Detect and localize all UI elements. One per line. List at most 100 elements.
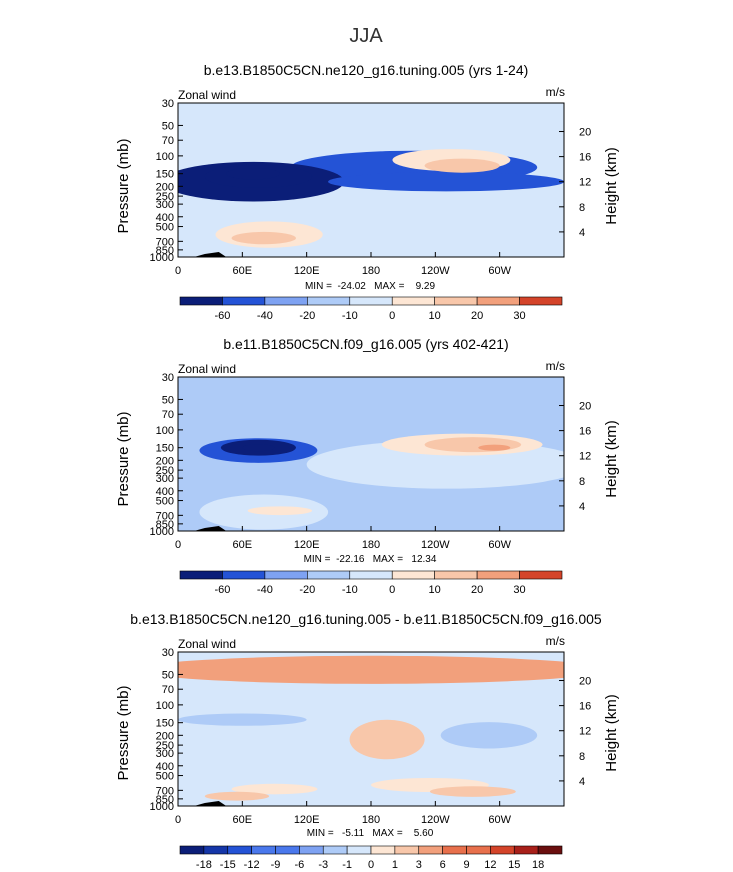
colorbar-label: -10: [342, 584, 358, 596]
colorbar-label: 3: [416, 859, 422, 871]
colorbar-label: -1: [342, 859, 352, 871]
colorbar-box: [513, 845, 539, 855]
colorbar-box: [227, 845, 252, 855]
colorbar-label: -40: [257, 310, 273, 322]
colorbar-label: 20: [471, 584, 483, 596]
height-tick-label: 4: [579, 776, 585, 788]
pressure-tick-label: 1000: [150, 526, 174, 538]
contour-region: [424, 158, 500, 173]
pressure-tick-label: 500: [156, 771, 174, 783]
contour-region: [178, 655, 564, 684]
height-tick-label: 20: [579, 676, 591, 688]
pressure-tick-label: 500: [156, 222, 174, 234]
colorbar-box: [349, 296, 393, 306]
pressure-tick-label: 30: [162, 372, 174, 384]
longitude-tick-label: 60W: [488, 814, 511, 826]
contour-region: [204, 791, 270, 801]
colorbar-label: -20: [299, 310, 315, 322]
colorbar-label: 10: [429, 310, 441, 322]
pressure-tick-label: 400: [156, 761, 174, 773]
height-tick-label: 20: [579, 127, 591, 139]
pressure-tick-label: 700: [156, 785, 174, 797]
contour-region: [440, 722, 538, 749]
colorbar-label: -60: [214, 310, 230, 322]
pressure-tick-label: 850: [156, 794, 174, 806]
colorbar-label: 6: [440, 859, 446, 871]
height-tick-label: 20: [579, 401, 591, 413]
longitude-tick-label: 60W: [488, 539, 511, 551]
colorbar-box: [391, 296, 435, 306]
colorbar-label: -3: [318, 859, 328, 871]
colorbar-box: [537, 845, 563, 855]
colorbar-box: [179, 296, 223, 306]
topography-mask: [194, 526, 227, 531]
pressure-tick-label: 850: [156, 245, 174, 257]
colorbar-box: [519, 296, 563, 306]
colorbar-box: [394, 845, 420, 855]
longitude-tick-label: 120E: [294, 539, 320, 551]
colorbar-label: 20: [471, 310, 483, 322]
topography-mask: [194, 252, 227, 257]
height-axis-label: Height (km): [603, 694, 620, 772]
colorbar-box: [519, 570, 563, 580]
colorbar: -60 -40 -20 -10 0 10 20 30: [179, 296, 563, 322]
longitude-tick-label: 120W: [421, 539, 450, 551]
colorbar: -18 -15 -12 -9 -6 -3 -1 0 1 3 6 9 12 15 18: [179, 845, 563, 871]
longitude-tick-label: 0: [175, 539, 181, 551]
longitude-tick-label: 120E: [294, 265, 320, 277]
colorbar-box: [346, 845, 372, 855]
height-tick-label: 8: [579, 751, 585, 763]
colorbar-label: -10: [342, 310, 358, 322]
pressure-tick-label: 850: [156, 519, 174, 531]
pressure-tick-label: 50: [162, 669, 174, 681]
min-max-stats: MIN = -24.02 MAX = 9.29: [305, 281, 435, 292]
colorbar-label: 0: [368, 859, 374, 871]
longitude-tick-label: 180: [362, 265, 380, 277]
height-axis-label: Height (km): [603, 147, 620, 225]
pressure-tick-label: 50: [162, 394, 174, 406]
colorbar-label: 1: [392, 859, 398, 871]
colorbar-box: [476, 570, 520, 580]
longitude-tick-label: 60E: [233, 265, 253, 277]
pressure-tick-label: 300: [156, 199, 174, 211]
colorbar-label: -40: [257, 584, 273, 596]
pressure-axis-label: Pressure (mb): [115, 138, 132, 233]
colorbar-label: 12: [484, 859, 496, 871]
pressure-tick-label: 30: [162, 647, 174, 659]
pressure-tick-label: 300: [156, 473, 174, 485]
colorbar-box: [466, 845, 491, 855]
height-tick-label: 4: [579, 501, 585, 513]
colorbar-label: 0: [389, 584, 395, 596]
colorbar-box: [307, 570, 351, 580]
colorbar-box: [179, 845, 205, 855]
colorbar-box: [275, 845, 300, 855]
colorbar-box: [370, 845, 396, 855]
height-tick-label: 12: [579, 451, 591, 463]
contour-region: [226, 167, 280, 180]
panel-title: b.e13.B1850C5CN.ne120_g16.tuning.005 - b…: [130, 611, 602, 627]
pressure-tick-label: 400: [156, 486, 174, 498]
units-label: m/s: [546, 359, 565, 373]
longitude-tick-label: 60E: [233, 814, 253, 826]
contour-region: [349, 719, 425, 760]
colorbar-box: [299, 845, 324, 855]
min-max-stats: MIN = -5.11 MAX = 5.60: [307, 828, 434, 839]
contour-region: [231, 783, 318, 795]
longitude-tick-label: 180: [362, 539, 380, 551]
pressure-tick-label: 50: [162, 120, 174, 132]
longitude-tick-label: 0: [175, 265, 181, 277]
pressure-tick-label: 100: [156, 425, 174, 437]
colorbar-box: [203, 845, 229, 855]
pressure-tick-label: 400: [156, 212, 174, 224]
pressure-tick-label: 70: [162, 135, 174, 147]
colorbar-box: [264, 296, 308, 306]
colorbar-label: 15: [508, 859, 520, 871]
contour-region: [328, 172, 564, 192]
colorbar-box: [222, 570, 266, 580]
colorbar-box: [251, 845, 276, 855]
pressure-tick-label: 200: [156, 730, 174, 742]
zonal-wind-label: Zonal wind: [178, 637, 236, 651]
